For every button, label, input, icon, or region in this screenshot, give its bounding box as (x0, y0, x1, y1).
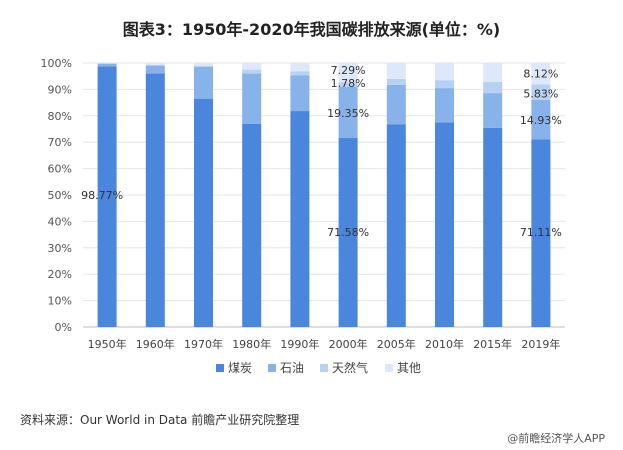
legend-label: 其他 (397, 361, 421, 375)
bar-segment (483, 93, 503, 128)
bar-segment (338, 138, 358, 327)
bar-segment (386, 124, 406, 328)
y-tick-label: 40% (48, 215, 72, 228)
y-tick-label: 70% (48, 136, 72, 149)
bar-segment (386, 63, 406, 79)
legend-swatch (385, 364, 393, 372)
y-tick-label: 90% (48, 83, 72, 96)
x-tick-label: 1950年 (88, 337, 127, 351)
bar-segment (435, 63, 454, 81)
bar-segment (290, 75, 310, 112)
bar-segment (97, 63, 117, 67)
y-axis: 0% 10% 20% 30% 40% 50% 60% 70% 80% 90% 100% (41, 57, 72, 334)
bar-segment (145, 63, 165, 65)
bar-segment (435, 80, 454, 89)
bar-segment (531, 84, 551, 100)
legend: 煤炭 石油 天然气 其他 (216, 360, 421, 375)
bar-segment (435, 122, 454, 328)
chart-title: 图表3：1950年-2020年我国碳排放来源(单位：%) (122, 20, 501, 39)
x-axis: 1950年 1960年 1970年 1980年 1990年 2000年 2005年 2010年… (88, 337, 561, 351)
bar-segment (483, 63, 503, 82)
data-label: 98.77% (81, 189, 123, 202)
bar-segment (483, 127, 503, 327)
x-tick-label: 2015年 (473, 337, 512, 351)
bar-segment (194, 98, 213, 327)
y-tick-label: 50% (48, 189, 72, 202)
bar-segment (386, 84, 406, 125)
y-tick-label: 10% (48, 295, 72, 308)
stacked-bar-chart: 0% 10% 20% 30% 40% 50% 60% 70% 80% 90% 100% 98.77%… (41, 57, 565, 375)
x-tick-label: 2005年 (377, 337, 416, 351)
bar-segment (194, 65, 213, 67)
legend-swatch (216, 364, 224, 372)
bar-segment (242, 69, 262, 74)
data-label: 7.29% (331, 64, 366, 77)
x-tick-label: 2000年 (329, 337, 368, 351)
data-label: 1.78% (331, 77, 366, 90)
y-tick-label: 20% (48, 268, 72, 281)
y-tick-label: 30% (48, 242, 72, 255)
bar-segment (435, 88, 454, 123)
data-label: 19.35% (327, 107, 369, 120)
legend-swatch (268, 364, 276, 372)
x-tick-label: 2010年 (425, 337, 464, 351)
bar-segment (145, 65, 165, 74)
bars (97, 63, 551, 328)
x-tick-label: 2019年 (521, 337, 560, 351)
bar-segment (338, 86, 358, 139)
bar-segment (338, 82, 358, 87)
bar-segment (483, 81, 503, 94)
y-tick-label: 100% (41, 57, 72, 70)
credit-watermark: @前瞻经济学人APP (507, 432, 605, 445)
bar-segment (145, 73, 165, 327)
source-note: 资料来源：Our World in Data 前瞻产业研究院整理 (20, 413, 300, 427)
bar-segment (531, 139, 551, 327)
bar-segment (386, 78, 406, 85)
legend-swatch (320, 364, 328, 372)
bar-segment (290, 63, 310, 72)
y-tick-label: 60% (48, 163, 72, 176)
bar-segment (194, 63, 213, 66)
y-tick-label: 0% (55, 321, 72, 334)
data-label: 14.93% (520, 114, 562, 127)
x-tick-label: 1970年 (184, 337, 223, 351)
bar-segment (97, 66, 117, 328)
data-label: 71.11% (520, 226, 562, 239)
legend-label: 天然气 (332, 360, 368, 375)
bar-segment (242, 63, 262, 70)
bar-segment (338, 63, 358, 83)
x-tick-label: 1980年 (232, 337, 271, 351)
bar-segment (290, 111, 310, 327)
bar-segment (531, 99, 551, 140)
data-labels: 98.77% 71.58% 19.35% 1.78%7.29% 71.11% 14.93%… (81, 64, 562, 239)
data-label: 71.58% (327, 226, 369, 239)
bar-segment (194, 66, 213, 99)
bar-segment (145, 64, 165, 66)
data-label: 5.83% (523, 87, 558, 100)
y-tick-label: 80% (48, 110, 72, 123)
bar-segment (97, 63, 117, 64)
legend-label: 煤炭 (228, 361, 252, 375)
x-tick-label: 1990年 (280, 337, 319, 351)
data-label: 8.12% (523, 68, 558, 81)
bar-segment (290, 71, 310, 76)
bar-segment (242, 73, 262, 124)
legend-label: 石油 (280, 361, 304, 375)
x-tick-label: 1960年 (136, 337, 175, 351)
bar-segment (531, 63, 551, 85)
bar-segment (242, 123, 262, 327)
